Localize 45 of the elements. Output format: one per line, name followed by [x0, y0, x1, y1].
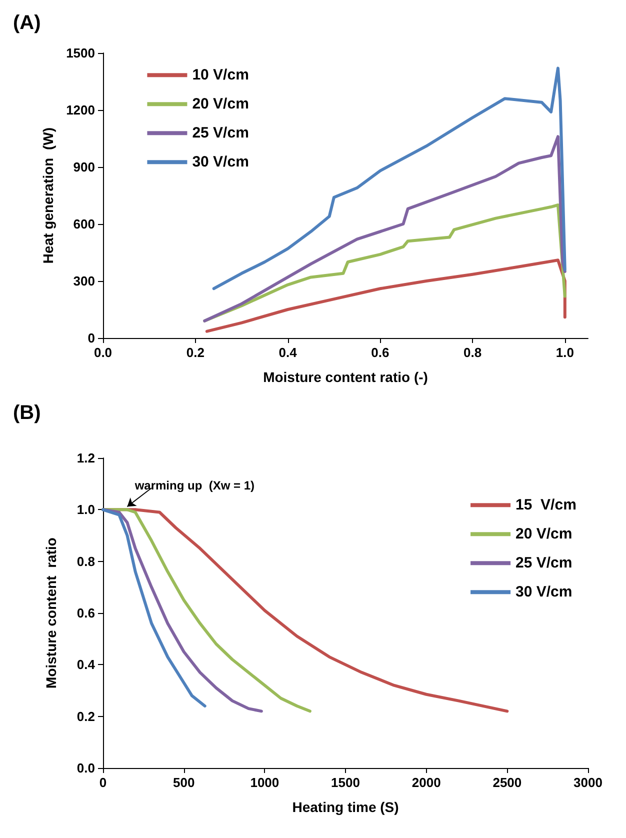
- legend-label: 10 V/cm: [192, 66, 249, 84]
- y-tick-label: 0.6: [76, 606, 95, 620]
- annotation: warming up (Xw = 1): [134, 478, 255, 493]
- x-axis-title: Moisture content ratio (-): [263, 369, 428, 385]
- y-tick-label: 300: [73, 274, 95, 288]
- y-tick-label: 1500: [66, 46, 95, 60]
- y-axis-title: Moisture content ratio: [43, 538, 59, 688]
- x-tick-label: 0.2: [186, 345, 204, 360]
- y-tick-label: 1.0: [76, 502, 95, 518]
- line-series: [212, 66, 566, 290]
- legend-label: 25 V/cm: [192, 124, 249, 142]
- y-tick-label: 900: [73, 160, 95, 174]
- chart-title: (B): [13, 402, 41, 424]
- x-tick-label: 1500: [331, 775, 360, 790]
- y-tick-label: 0.8: [76, 554, 95, 569]
- x-tick-label: 500: [172, 775, 195, 790]
- x-tick-label: 3000: [574, 775, 602, 790]
- x-tick-label: 0.8: [463, 345, 482, 360]
- chart-title: (A): [13, 12, 41, 34]
- y-tick-label: 0: [88, 330, 95, 346]
- x-tick-label: 0.0: [94, 345, 112, 360]
- x-tick-label: 1000: [250, 775, 280, 790]
- legend-label: 15 V/cm: [516, 496, 576, 514]
- y-tick-label: 0.2: [76, 708, 95, 724]
- line-series: [205, 258, 566, 333]
- x-tick-label: 0.6: [371, 345, 390, 360]
- y-axis-title: Heat generation (W): [40, 127, 56, 264]
- legend-label: 20 V/cm: [516, 526, 572, 543]
- y-tick-label: 1200: [66, 102, 95, 118]
- x-tick-label: 0: [99, 775, 107, 790]
- y-tick-label: 0.0: [76, 760, 95, 776]
- legend-label: 30 V/cm: [516, 584, 572, 601]
- y-tick-label: 600: [73, 216, 95, 232]
- x-tick-label: 2500: [492, 775, 522, 790]
- x-axis-title: Heating time (S): [292, 799, 399, 815]
- x-tick-label: 0.4: [278, 345, 298, 360]
- x-tick-label: 2000: [412, 775, 441, 790]
- line-series: [102, 508, 206, 708]
- legend-label: 30 V/cm: [192, 154, 249, 171]
- legend-label: 25 V/cm: [516, 554, 572, 572]
- y-tick-label: 1.2: [76, 450, 95, 466]
- y-tick-label: 0.4: [76, 657, 96, 672]
- legend-label: 20 V/cm: [192, 96, 249, 113]
- line-series: [102, 508, 312, 713]
- x-tick-label: 1.0: [556, 345, 574, 360]
